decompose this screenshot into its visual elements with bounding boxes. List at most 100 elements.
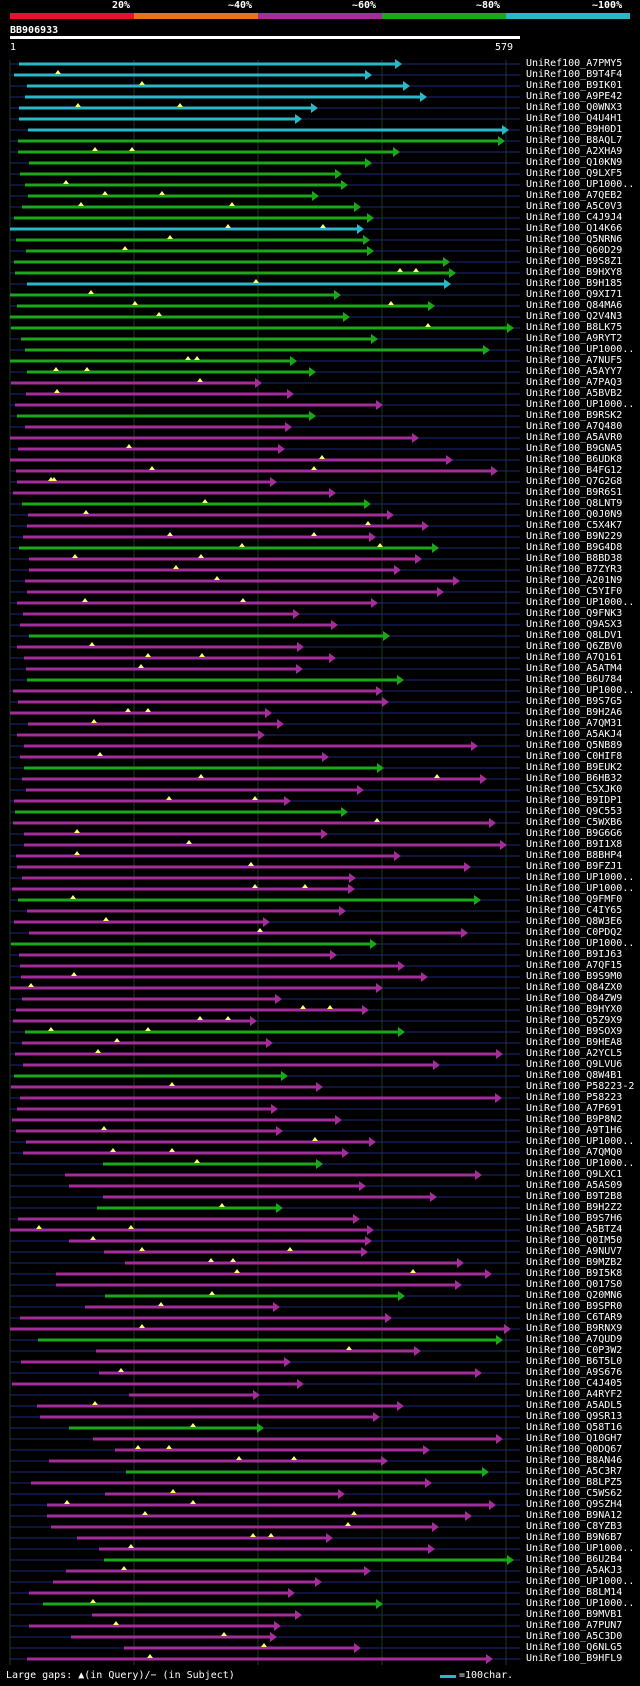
hit-label[interactable]: UniRef100_Q5NB89 bbox=[526, 740, 623, 751]
hit-label[interactable]: UniRef100_A5C0V3 bbox=[526, 201, 623, 212]
hit-label[interactable]: UniRef100_Q5NRN6 bbox=[526, 234, 623, 245]
hit-label[interactable]: UniRef100_Q58T16 bbox=[526, 1422, 623, 1433]
hit-label[interactable]: UniRef100_Q10KN9 bbox=[526, 157, 623, 168]
hit-label[interactable]: UniRef100_A7NUF5 bbox=[526, 355, 623, 366]
hit-label[interactable]: UniRef100_A5ADL5 bbox=[526, 1400, 623, 1411]
hit-label[interactable]: UniRef100_Q017S0 bbox=[526, 1279, 623, 1290]
hit-label[interactable]: UniRef100_Q6ZBV0 bbox=[526, 641, 623, 652]
hit-label[interactable]: UniRef100_A7Q161 bbox=[526, 652, 623, 663]
hit-label[interactable]: UniRef100_B9RNX9 bbox=[526, 1323, 623, 1334]
hit-label[interactable]: UniRef100_B9SPR0 bbox=[526, 1301, 623, 1312]
hit-label[interactable]: UniRef100_B6U2B4 bbox=[526, 1554, 623, 1565]
hit-label[interactable]: UniRef100_Q84ZX0 bbox=[526, 982, 623, 993]
hit-label[interactable]: UniRef100_A9RYT2 bbox=[526, 333, 623, 344]
hit-label[interactable]: UniRef100_C4J9J4 bbox=[526, 212, 623, 223]
hit-label[interactable]: UniRef100_B9N6B7 bbox=[526, 1532, 623, 1543]
hit-label[interactable]: UniRef100_UP1000.. bbox=[526, 872, 635, 883]
hit-label[interactable]: UniRef100_Q84MA6 bbox=[526, 300, 623, 311]
hit-label[interactable]: UniRef100_C0P3W2 bbox=[526, 1345, 623, 1356]
hit-label[interactable]: UniRef100_A7PMY5 bbox=[526, 58, 623, 69]
hit-label[interactable]: UniRef100_B8BHP4 bbox=[526, 850, 623, 861]
hit-label[interactable]: UniRef100_B9I1X8 bbox=[526, 839, 623, 850]
hit-label[interactable]: UniRef100_Q60D29 bbox=[526, 245, 623, 256]
hit-label[interactable]: UniRef100_UP1000.. bbox=[526, 1576, 635, 1587]
hit-label[interactable]: UniRef100_Q84ZW9 bbox=[526, 993, 623, 1004]
hit-label[interactable]: UniRef100_A201N9 bbox=[526, 575, 623, 586]
hit-label[interactable]: UniRef100_A2XHA9 bbox=[526, 146, 623, 157]
hit-label[interactable]: UniRef100_UP1000.. bbox=[526, 938, 635, 949]
hit-label[interactable]: UniRef100_Q8W4B1 bbox=[526, 1070, 623, 1081]
hit-label[interactable]: UniRef100_A2YCL5 bbox=[526, 1048, 623, 1059]
hit-label[interactable]: UniRef100_B8BD38 bbox=[526, 553, 623, 564]
hit-label[interactable]: UniRef100_A7QEB2 bbox=[526, 190, 623, 201]
hit-label[interactable]: UniRef100_Q2V4N3 bbox=[526, 311, 623, 322]
hit-label[interactable]: UniRef100_A5ATM4 bbox=[526, 663, 623, 674]
hit-label[interactable]: UniRef100_UP1000.. bbox=[526, 1598, 635, 1609]
hit-label[interactable]: UniRef100_A5BVB2 bbox=[526, 388, 623, 399]
hit-label[interactable]: UniRef100_Q9LVU6 bbox=[526, 1059, 623, 1070]
hit-label[interactable]: UniRef100_C5XJK0 bbox=[526, 784, 623, 795]
hit-label[interactable]: UniRef100_B9EUK2 bbox=[526, 762, 623, 773]
hit-label[interactable]: UniRef100_A7QMQ0 bbox=[526, 1147, 623, 1158]
hit-label[interactable]: UniRef100_B7ZYR3 bbox=[526, 564, 623, 575]
hit-label[interactable]: UniRef100_A7Q480 bbox=[526, 421, 623, 432]
hit-label[interactable]: UniRef100_Q9SZH4 bbox=[526, 1499, 623, 1510]
hit-label[interactable]: UniRef100_C5YIF0 bbox=[526, 586, 623, 597]
hit-label[interactable]: UniRef100_B9G6G6 bbox=[526, 828, 623, 839]
hit-label[interactable]: UniRef100_Q9LXF5 bbox=[526, 168, 623, 179]
hit-label[interactable]: UniRef100_Q0IM50 bbox=[526, 1235, 623, 1246]
hit-label[interactable]: UniRef100_UP1000.. bbox=[526, 399, 635, 410]
hit-label[interactable]: UniRef100_A7QUD9 bbox=[526, 1334, 623, 1345]
hit-label[interactable]: UniRef100_B9HXY8 bbox=[526, 267, 623, 278]
hit-label[interactable]: UniRef100_B9HEA8 bbox=[526, 1037, 623, 1048]
hit-label[interactable]: UniRef100_B9SOX9 bbox=[526, 1026, 623, 1037]
hit-label[interactable]: UniRef100_B6UDK8 bbox=[526, 454, 623, 465]
hit-label[interactable]: UniRef100_C5WS62 bbox=[526, 1488, 623, 1499]
hit-label[interactable]: UniRef100_B9HFL9 bbox=[526, 1653, 623, 1664]
hit-label[interactable]: UniRef100_A5BTZ4 bbox=[526, 1224, 623, 1235]
hit-label[interactable]: UniRef100_B8AQL7 bbox=[526, 135, 623, 146]
hit-label[interactable]: UniRef100_B6HB32 bbox=[526, 773, 623, 784]
hit-label[interactable]: UniRef100_Q6NLG5 bbox=[526, 1642, 623, 1653]
hit-label[interactable]: UniRef100_C4J405 bbox=[526, 1378, 623, 1389]
hit-label[interactable]: UniRef100_B9NA12 bbox=[526, 1510, 623, 1521]
hit-label[interactable]: UniRef100_A5C3D0 bbox=[526, 1631, 623, 1642]
hit-label[interactable]: UniRef100_Q9FNK3 bbox=[526, 608, 623, 619]
hit-label[interactable]: UniRef100_B9P8N2 bbox=[526, 1114, 623, 1125]
hit-label[interactable]: UniRef100_B9HYX0 bbox=[526, 1004, 623, 1015]
hit-label[interactable]: UniRef100_B9R6S1 bbox=[526, 487, 623, 498]
hit-label[interactable]: UniRef100_B9N229 bbox=[526, 531, 623, 542]
hit-label[interactable]: UniRef100_Q9SR13 bbox=[526, 1411, 623, 1422]
hit-label[interactable]: UniRef100_B9MVB1 bbox=[526, 1609, 623, 1620]
hit-label[interactable]: UniRef100_C0PDQ2 bbox=[526, 927, 623, 938]
hit-label[interactable]: UniRef100_B8LM14 bbox=[526, 1587, 623, 1598]
hit-label[interactable]: UniRef100_Q0J0N9 bbox=[526, 509, 623, 520]
hit-label[interactable]: UniRef100_A5AKJ3 bbox=[526, 1565, 623, 1576]
hit-label[interactable]: UniRef100_B9S7G5 bbox=[526, 696, 623, 707]
hit-label[interactable]: UniRef100_B9S8Z1 bbox=[526, 256, 623, 267]
hit-label[interactable]: UniRef100_Q10GH7 bbox=[526, 1433, 623, 1444]
hit-label[interactable]: UniRef100_P58223 bbox=[526, 1092, 623, 1103]
hit-label[interactable]: UniRef100_B9T4F4 bbox=[526, 69, 623, 80]
hit-label[interactable]: UniRef100_Q8LNT9 bbox=[526, 498, 623, 509]
hit-label[interactable]: UniRef100_C4IY65 bbox=[526, 905, 623, 916]
hit-label[interactable]: UniRef100_A5AYY7 bbox=[526, 366, 623, 377]
hit-label[interactable]: UniRef100_B6T5L0 bbox=[526, 1356, 623, 1367]
hit-label[interactable]: UniRef100_A5AKJ4 bbox=[526, 729, 623, 740]
hit-label[interactable]: UniRef100_B8LK75 bbox=[526, 322, 623, 333]
hit-label[interactable]: UniRef100_B9T2B8 bbox=[526, 1191, 623, 1202]
hit-label[interactable]: UniRef100_Q14K66 bbox=[526, 223, 623, 234]
hit-label[interactable]: UniRef100_B4FG12 bbox=[526, 465, 623, 476]
hit-label[interactable]: UniRef100_B9G4D8 bbox=[526, 542, 623, 553]
hit-label[interactable]: UniRef100_B9RSK2 bbox=[526, 410, 623, 421]
hit-label[interactable]: UniRef100_B9S7H6 bbox=[526, 1213, 623, 1224]
hit-label[interactable]: UniRef100_Q0WNX3 bbox=[526, 102, 623, 113]
hit-label[interactable]: UniRef100_Q0DQ67 bbox=[526, 1444, 623, 1455]
hit-label[interactable]: UniRef100_B9IK01 bbox=[526, 80, 623, 91]
hit-label[interactable]: UniRef100_A7PAQ3 bbox=[526, 377, 623, 388]
hit-label[interactable]: UniRef100_Q9C553 bbox=[526, 806, 623, 817]
hit-label[interactable]: UniRef100_B9IJ63 bbox=[526, 949, 623, 960]
hit-label[interactable]: UniRef100_Q5Z9X9 bbox=[526, 1015, 623, 1026]
hit-label[interactable]: UniRef100_C6TAR9 bbox=[526, 1312, 623, 1323]
hit-label[interactable]: UniRef100_A7QM31 bbox=[526, 718, 623, 729]
